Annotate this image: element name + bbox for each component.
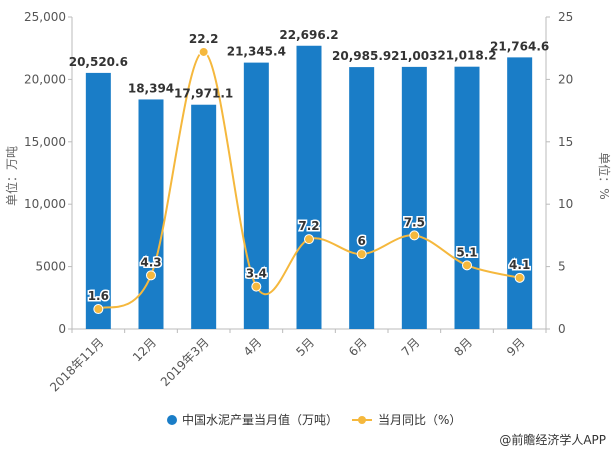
line-point: [198, 46, 209, 57]
y-right-axis-title: 单位：%: [597, 152, 612, 199]
y-right-tick-label: 25: [558, 10, 573, 24]
y-right-tick-label: 0: [558, 322, 566, 336]
line-value-label: 6: [357, 234, 365, 248]
y-right-tick-label: 5: [558, 260, 566, 274]
line-value-label: 3.4: [246, 267, 267, 281]
y-right-tick-label: 20: [558, 72, 573, 86]
line-point: [304, 234, 314, 245]
line-value-label: 7.2: [298, 219, 319, 233]
bar: [138, 99, 164, 330]
bar: [401, 66, 427, 329]
y-left-tick-label: 5000: [35, 260, 66, 274]
x-tick-label: 2018年11月: [47, 335, 106, 394]
y-left-tick-label: 25,000: [24, 10, 66, 24]
yoy-line: [97, 50, 520, 310]
line-point: [93, 304, 104, 315]
legend-bar-label: 中国水泥产量当月值（万吨）: [182, 412, 338, 427]
bar-value-label: 17,971.1: [174, 87, 233, 101]
bar-value-label: 20,520.6: [69, 55, 128, 69]
y-left-tick-label: 20,000: [24, 72, 66, 86]
legend: 中国水泥产量当月值（万吨） 当月同比（%）: [167, 412, 461, 427]
data-labels: 20,520.618,394 17,971.1 21,345.4 22,696.2 20…: [69, 28, 550, 305]
y-left-tick-label: 0: [58, 322, 66, 336]
bar: [85, 72, 111, 330]
line-value-label: 4.1: [509, 258, 530, 272]
bar-value-label: 21,003: [391, 49, 437, 63]
x-tick-label: 8月: [451, 335, 475, 359]
line-point: [146, 270, 156, 281]
bar: [349, 67, 375, 329]
y-left-tick-label: 15,000: [24, 135, 66, 149]
line-value-label: 4.3: [140, 255, 161, 269]
bar: [191, 104, 217, 329]
x-tick-label: 9月: [504, 335, 528, 359]
legend-bar-marker: [167, 415, 177, 425]
bar-value-label: 21,345.4: [227, 45, 286, 59]
line-point: [356, 249, 367, 260]
x-tick-label: 2019年3月: [158, 335, 212, 389]
line-value-label: 5.1: [456, 245, 477, 259]
x-tick-label: 7月: [399, 335, 423, 359]
line-point: [409, 230, 420, 241]
source-credit: @前瞻经济学人APP: [499, 432, 606, 447]
x-tick-label: 5月: [293, 335, 317, 359]
bar-value-label: 22,696.2: [279, 28, 338, 42]
line-series: [93, 46, 525, 315]
y-right-tick-label: 15: [558, 135, 573, 149]
bar-series: [85, 45, 533, 330]
bar-value-label: 20,985.9: [332, 49, 391, 63]
bar: [296, 45, 322, 329]
y-left-axis-title: 单位：万吨: [4, 146, 19, 206]
y-right-tick-label: 10: [558, 197, 573, 211]
x-tick-label: 4月: [241, 335, 265, 359]
bar: [454, 66, 480, 329]
legend-line-marker-dot: [358, 416, 366, 424]
bar-value-label: 21,018.2: [437, 49, 496, 63]
x-tick-label: 6月: [346, 335, 370, 359]
legend-line-label: 当月同比（%）: [378, 413, 461, 427]
line-value-label: 1.6: [88, 289, 109, 303]
line-point: [462, 260, 472, 271]
x-tick-label: 12月: [130, 335, 159, 364]
line-value-label: 7.5: [404, 215, 425, 229]
bar: [507, 57, 533, 329]
y-left-tick-label: 10,000: [24, 197, 66, 211]
line-point: [514, 272, 525, 283]
bar-value-label: 18,394: [128, 81, 174, 95]
bar-value-label: 21,764.6: [490, 39, 549, 53]
line-point: [251, 281, 262, 292]
line-value-label: 22.2: [189, 32, 219, 46]
